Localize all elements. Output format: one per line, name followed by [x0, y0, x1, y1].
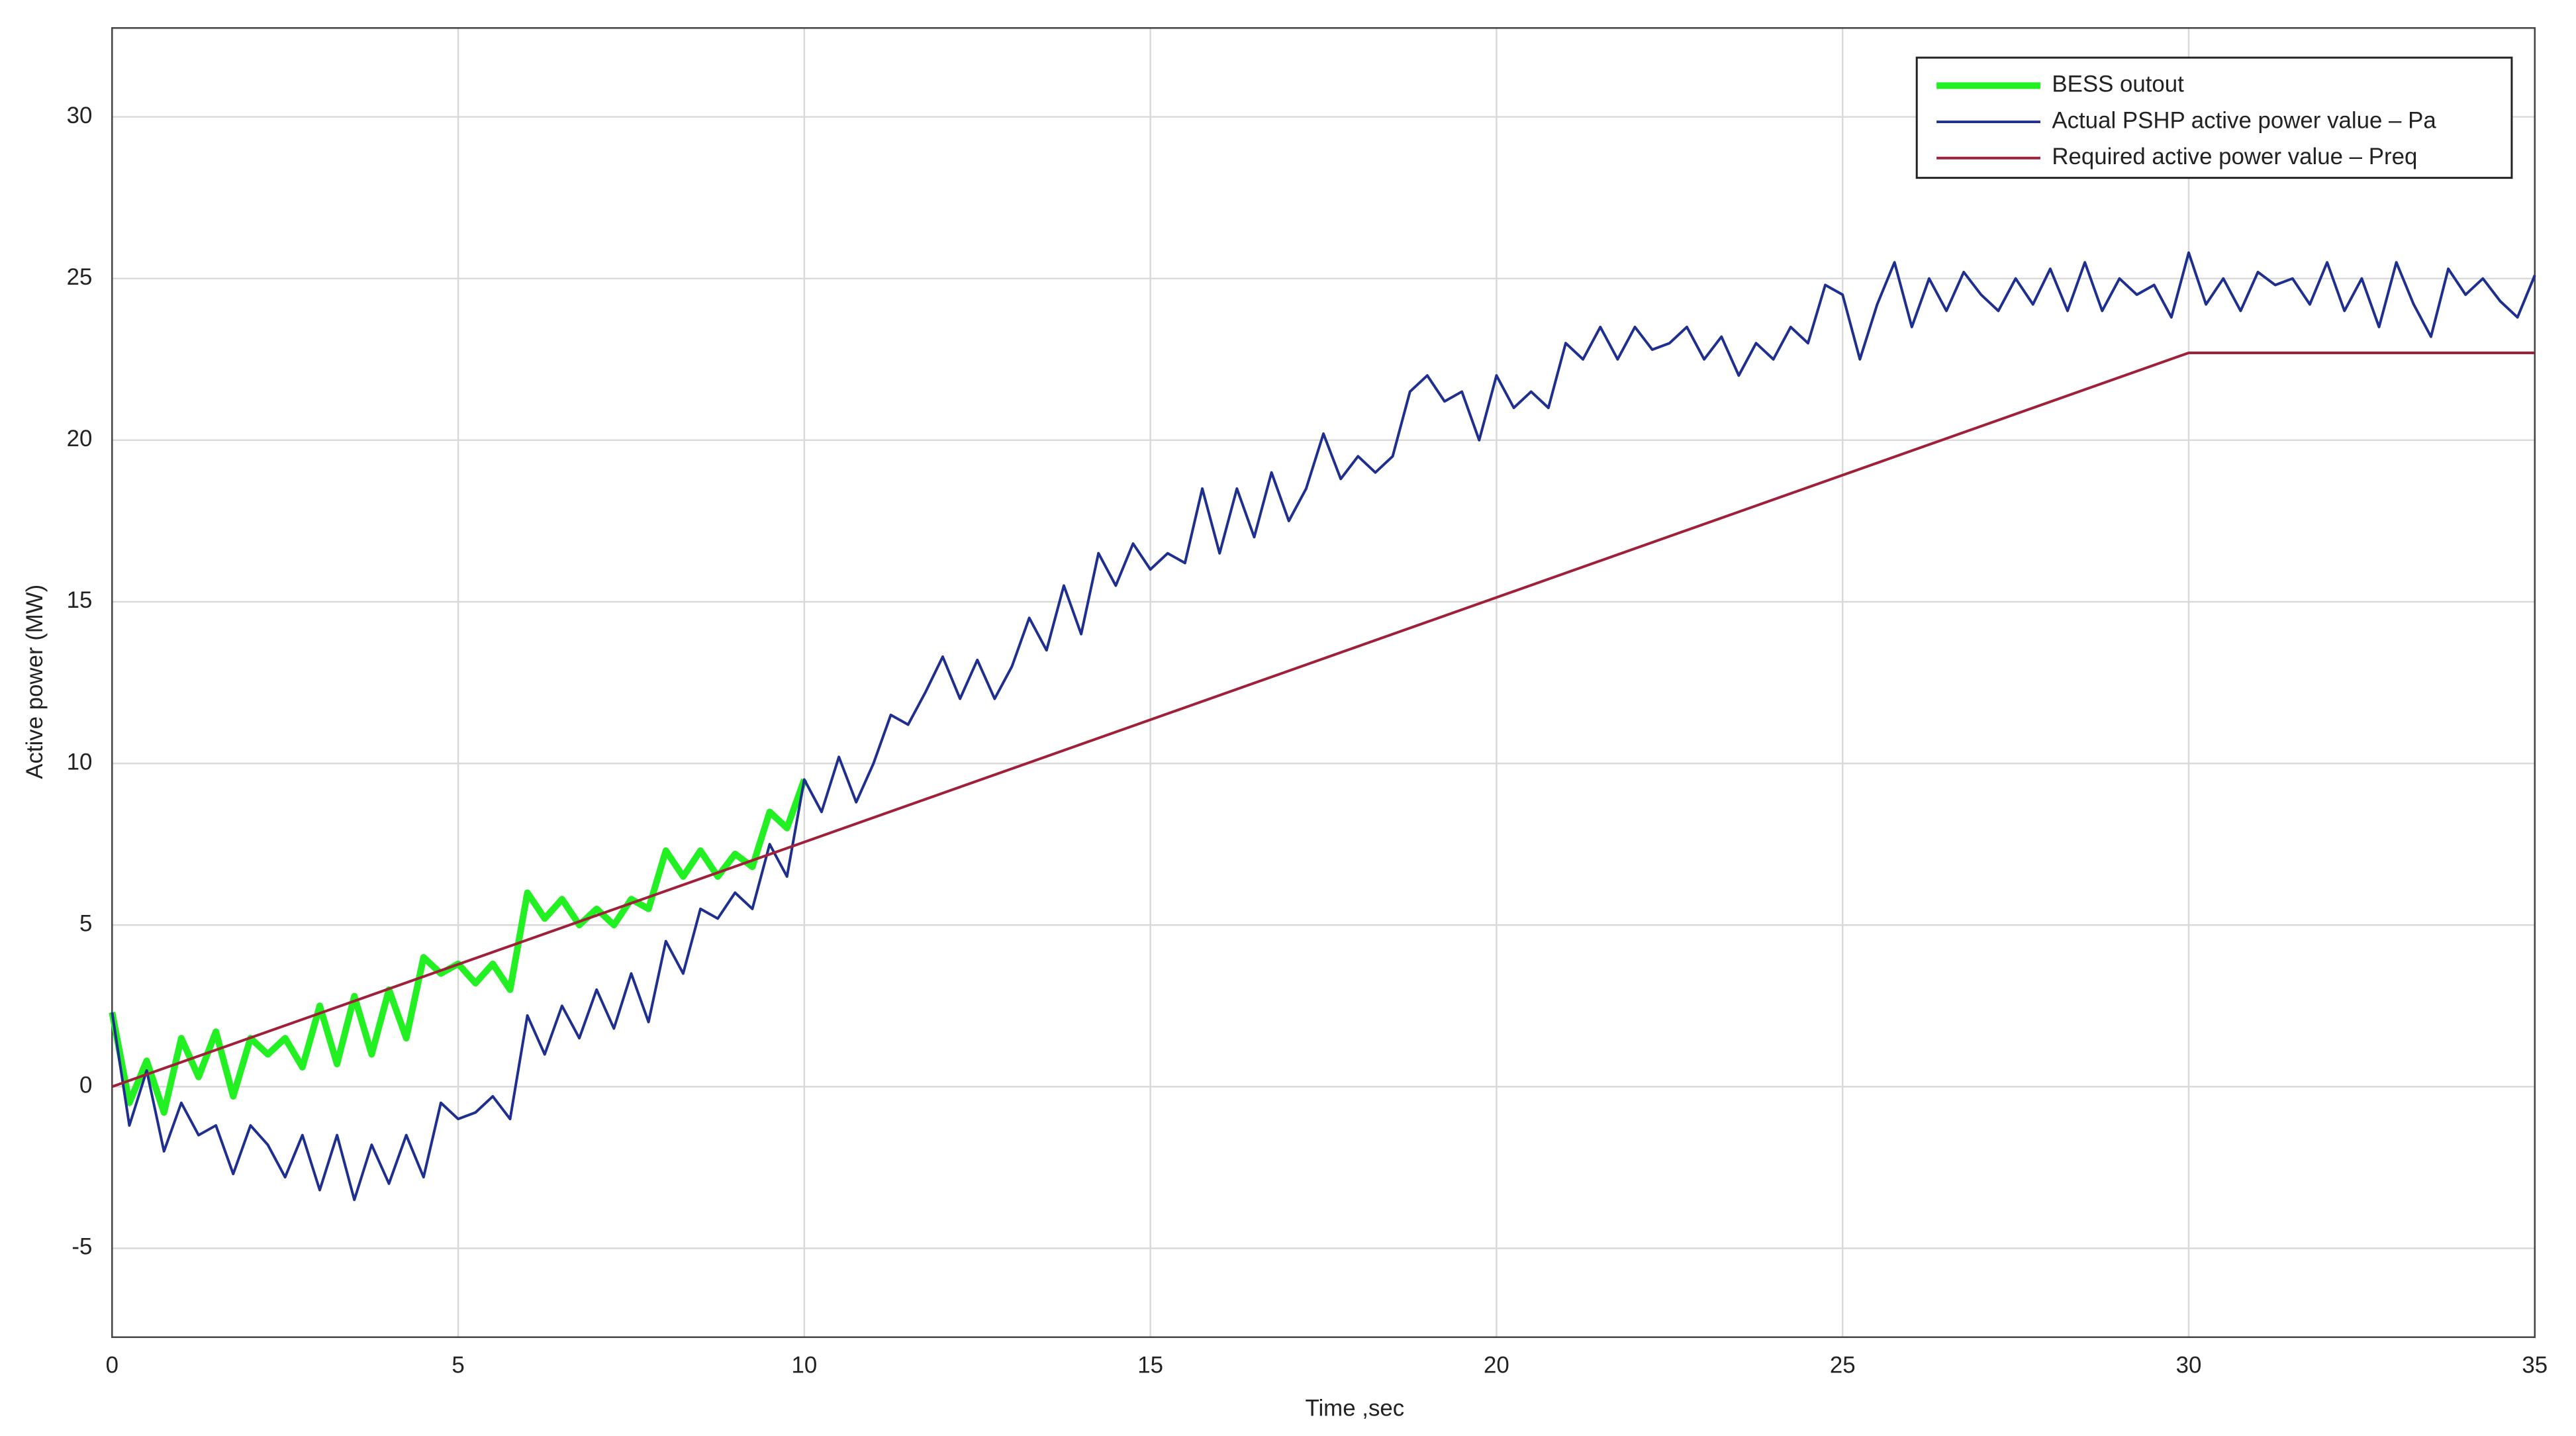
x-tick-label: 15 — [1137, 1353, 1163, 1378]
x-tick-label: 10 — [791, 1353, 817, 1378]
y-tick-label: 25 — [67, 264, 93, 290]
plot-area — [112, 28, 2535, 1337]
x-tick-label: 5 — [452, 1353, 464, 1378]
x-axis-label: Time ,sec — [1305, 1395, 1404, 1421]
legend-label: Actual PSHP active power value – Pa — [2052, 107, 2436, 133]
x-tick-label: 0 — [106, 1353, 119, 1378]
line-series — [111, 352, 2535, 1088]
y-axis-label: Active power (MW) — [22, 585, 48, 779]
x-tick-label: 20 — [1484, 1353, 1509, 1378]
y-tick-label: 20 — [67, 426, 93, 452]
legend-label: BESS outout — [2052, 72, 2184, 97]
y-tick-label: 10 — [67, 749, 93, 775]
y-tick-label: 15 — [67, 587, 93, 613]
y-tick-label: 30 — [67, 103, 93, 128]
legend: BESS outout Actual PSHP active power valu… — [1915, 56, 2513, 179]
x-tick-label: 35 — [2522, 1353, 2548, 1378]
line-series — [111, 251, 2536, 1202]
y-tick-label: -5 — [72, 1234, 92, 1260]
axes-frame — [111, 27, 2536, 1338]
x-tick-label: 30 — [2176, 1353, 2202, 1378]
y-tick-label: 0 — [79, 1073, 92, 1098]
x-tick-label: 25 — [1830, 1353, 1856, 1378]
legend-label: Required active power value – Preq — [2052, 144, 2417, 169]
y-tick-label: 5 — [79, 910, 92, 936]
